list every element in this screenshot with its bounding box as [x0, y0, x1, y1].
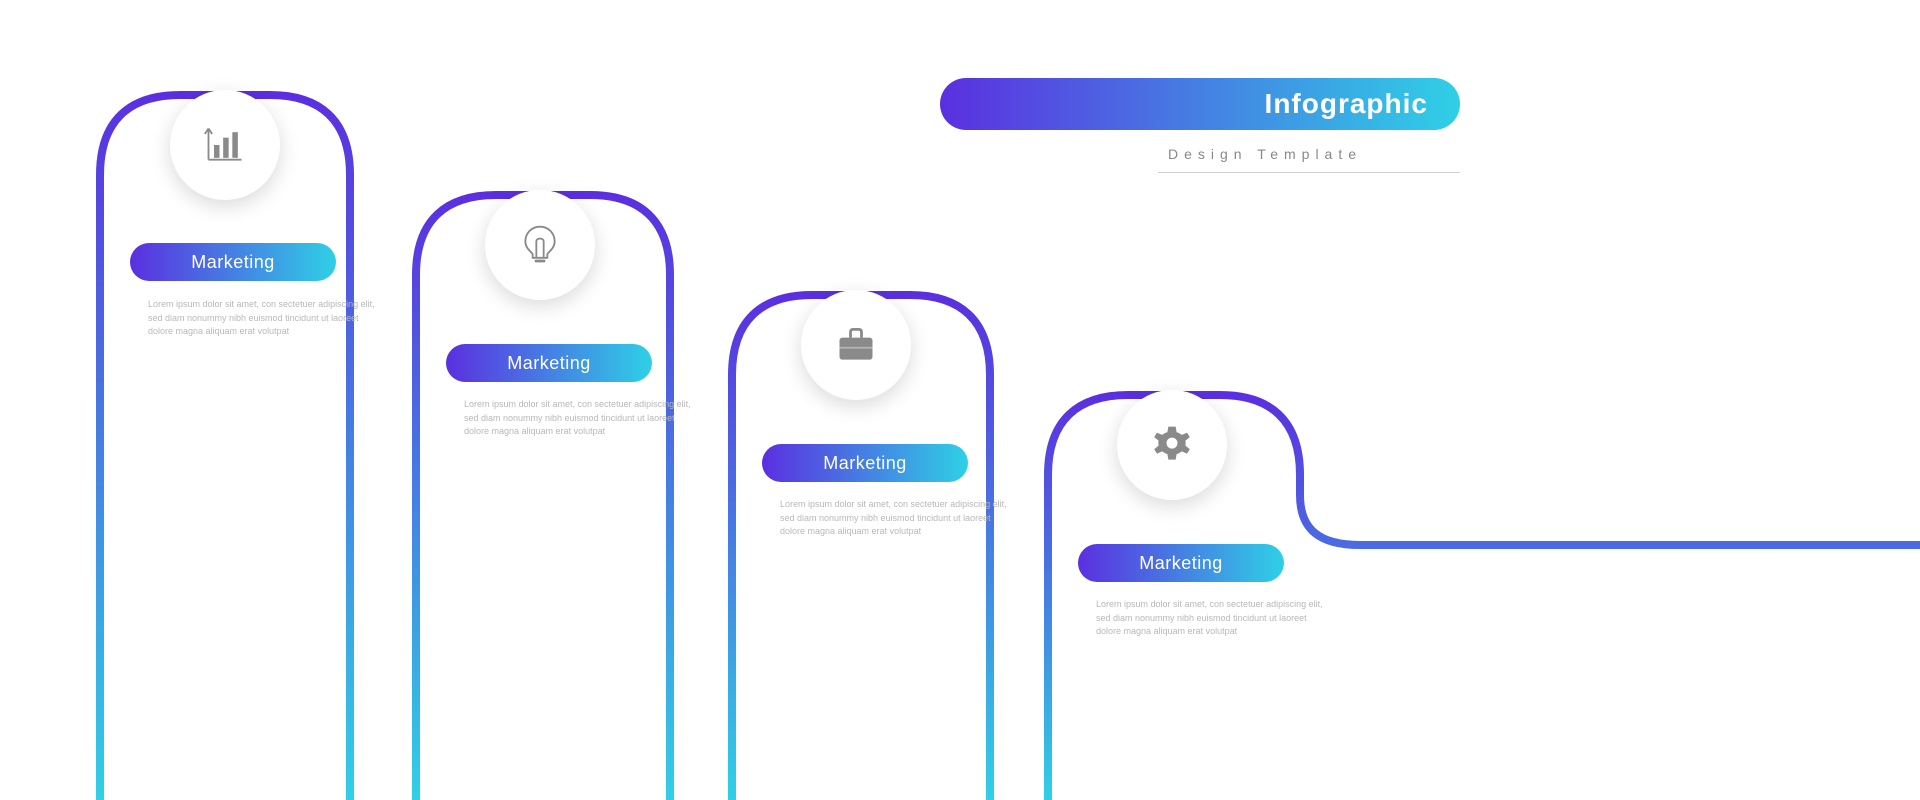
step-circle-2 [485, 190, 595, 300]
infographic-canvas: Infographic Design Template Marketing Lor… [0, 0, 1920, 800]
header-title: Infographic [1265, 88, 1428, 120]
briefcase-icon [834, 323, 878, 367]
step-label-3: Marketing [823, 453, 907, 474]
step-label-1: Marketing [191, 252, 275, 273]
step-circle-4 [1117, 390, 1227, 500]
step-circle-3 [801, 290, 911, 400]
header-underline [1158, 172, 1460, 173]
step-body-2: Lorem ipsum dolor sit amet, con sectetue… [464, 398, 694, 439]
step-body-3: Lorem ipsum dolor sit amet, con sectetue… [780, 498, 1010, 539]
step-label-pill-1: Marketing [130, 243, 336, 281]
step-body-1: Lorem ipsum dolor sit amet, con sectetue… [148, 298, 378, 339]
step-label-pill-4: Marketing [1078, 544, 1284, 582]
lightbulb-icon [518, 223, 562, 267]
header-title-pill: Infographic [940, 78, 1460, 130]
step-body-4: Lorem ipsum dolor sit amet, con sectetue… [1096, 598, 1326, 639]
gear-icon [1150, 423, 1194, 467]
step-label-4: Marketing [1139, 553, 1223, 574]
header-subtitle: Design Template [1168, 146, 1362, 162]
step-circle-1 [170, 90, 280, 200]
step-label-pill-3: Marketing [762, 444, 968, 482]
bar-chart-icon [203, 123, 247, 167]
step-label-pill-2: Marketing [446, 344, 652, 382]
step-label-2: Marketing [507, 353, 591, 374]
